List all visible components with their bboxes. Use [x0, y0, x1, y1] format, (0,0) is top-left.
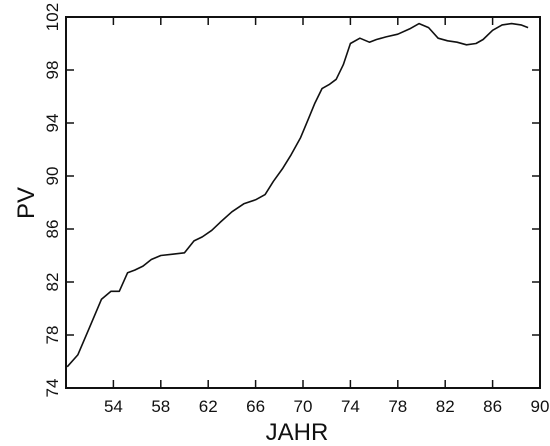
x-tick-label: 70: [294, 397, 313, 416]
y-axis-ticks: 74 78 82 86 90 94 98 102: [43, 3, 540, 398]
y-tick-label: 90: [43, 167, 62, 186]
y-tick-label: 82: [43, 273, 62, 292]
y-tick-label: 74: [43, 379, 62, 398]
x-tick-label: 78: [388, 397, 407, 416]
plot-frame: [65, 16, 541, 389]
x-tick-label: 82: [436, 397, 455, 416]
y-tick-label: 78: [43, 326, 62, 345]
x-tick-label: 58: [151, 397, 170, 416]
y-axis-title: PV: [13, 187, 40, 219]
x-tick-label: 90: [531, 397, 550, 416]
y-tick-label: 86: [43, 220, 62, 239]
y-tick-label: 102: [43, 3, 62, 31]
series-group: [66, 22, 529, 368]
x-tick-label: 66: [246, 397, 265, 416]
x-tick-label: 74: [341, 397, 360, 416]
x-tick-label: 86: [483, 397, 502, 416]
x-axis-title: JAHR: [266, 419, 329, 446]
series-line: [66, 22, 529, 368]
y-tick-label: 98: [43, 61, 62, 80]
x-tick-label: 54: [104, 397, 123, 416]
y-tick-label: 94: [43, 114, 62, 133]
x-tick-label: 62: [199, 397, 218, 416]
x-axis-ticks: 54 58 62 66 70 74 78 82 86 90: [104, 17, 550, 416]
